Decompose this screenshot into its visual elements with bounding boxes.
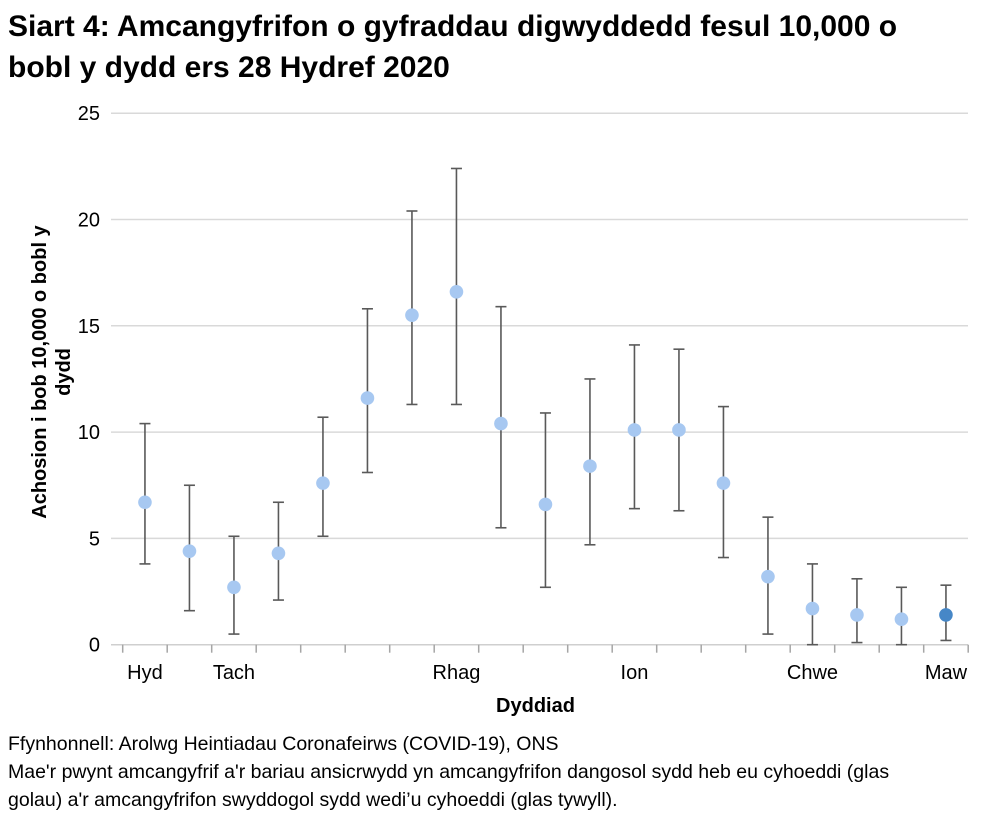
data-point-indicative: [716, 476, 731, 490]
chart-footnote: Ffynhonnell: Arolwg Heintiadau Coronafei…: [8, 730, 918, 814]
y-axis-title: Achosion i bob 10,000 o bobl y dydd: [29, 225, 75, 519]
y-tick-label: 20: [78, 210, 100, 232]
data-point-official: [939, 608, 953, 622]
data-point-indicative: [627, 423, 642, 437]
y-tick-label: 25: [78, 103, 100, 125]
x-tick-label: Ion: [621, 662, 649, 684]
x-tick-label: Maw: [925, 662, 968, 684]
x-tick-label: Tach: [213, 662, 255, 684]
data-point-indicative: [850, 608, 864, 622]
data-point-indicative: [138, 495, 152, 510]
y-tick-label: 0: [89, 635, 100, 657]
data-point-indicative: [182, 544, 197, 558]
x-tick-label: Rhag: [433, 662, 481, 684]
data-point-indicative: [672, 423, 686, 437]
data-point-indicative: [494, 416, 508, 431]
data-point-indicative: [894, 612, 909, 626]
data-point-indicative: [538, 497, 553, 512]
data-point-indicative: [449, 284, 464, 299]
chart-title: Siart 4: Amcangyfrifon o gyfraddau digwy…: [8, 10, 898, 84]
y-tick-label: 5: [89, 528, 100, 550]
x-tick-label: Chwe: [787, 662, 838, 684]
x-tick-label: Hyd: [127, 662, 163, 684]
data-point-indicative: [761, 569, 775, 584]
data-point-indicative: [360, 391, 375, 405]
y-tick-label: 15: [78, 316, 100, 338]
source-line: Ffynhonnell: Arolwg Heintiadau Coronafei…: [8, 733, 559, 755]
data-point-indicative: [271, 546, 286, 561]
data-point-indicative: [805, 601, 820, 616]
x-axis-title: Dyddiad: [496, 695, 575, 717]
data-point-indicative: [227, 580, 241, 595]
y-tick-label: 10: [78, 422, 100, 444]
data-point-indicative: [405, 308, 419, 322]
data-point-indicative: [316, 476, 330, 490]
note-line: Mae'r pwynt amcangyfrif a'r bariau ansic…: [8, 761, 890, 811]
data-point-indicative: [583, 459, 597, 473]
